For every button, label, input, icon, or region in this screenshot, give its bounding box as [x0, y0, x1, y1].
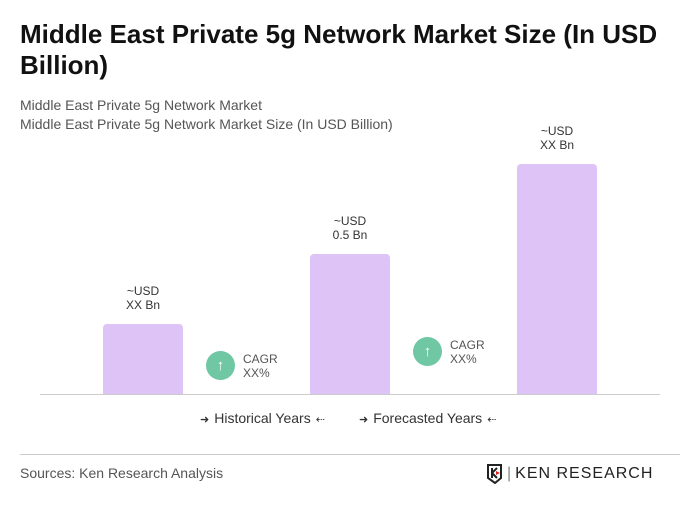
- bar-3-label: ~USD XX Bn: [539, 124, 575, 152]
- cagr-badge-2: ↑ CAGR XX%: [413, 337, 485, 366]
- arrow-up-icon: ↑: [206, 351, 235, 380]
- bar-1-label: ~USD XX Bn: [125, 284, 161, 312]
- legend-historical: ➜ Historical Years ⇠: [200, 410, 325, 426]
- ken-research-logo: | KEN RESEARCH: [486, 464, 653, 484]
- chart-title: Middle East Private 5g Network Market Si…: [20, 19, 658, 80]
- bar-3: [517, 164, 597, 394]
- logo-icon: [487, 464, 502, 484]
- sources-text: Sources: Ken Research Analysis: [20, 465, 224, 481]
- subtitle-2: Middle East Private 5g Network Market Si…: [20, 116, 393, 132]
- bar-2: [310, 254, 390, 394]
- legend-forecasted: ➜ Forecasted Years ⇠: [359, 410, 497, 426]
- bar-1: [103, 324, 183, 394]
- arrow-right-icon: ➜: [359, 414, 369, 426]
- x-axis: [40, 394, 660, 395]
- cagr-badge-1: ↑ CAGR XX%: [206, 351, 278, 380]
- subtitle: Middle East Private 5g Network Market: [20, 97, 262, 113]
- bar-2-label: ~USD 0.5 Bn: [332, 214, 368, 242]
- arrow-up-icon: ↑: [413, 337, 442, 366]
- footer-divider: [20, 454, 680, 455]
- arrow-left-icon: ⇠: [487, 414, 497, 426]
- arrow-left-icon: ⇠: [315, 414, 325, 426]
- arrow-right-icon: ➜: [200, 414, 210, 426]
